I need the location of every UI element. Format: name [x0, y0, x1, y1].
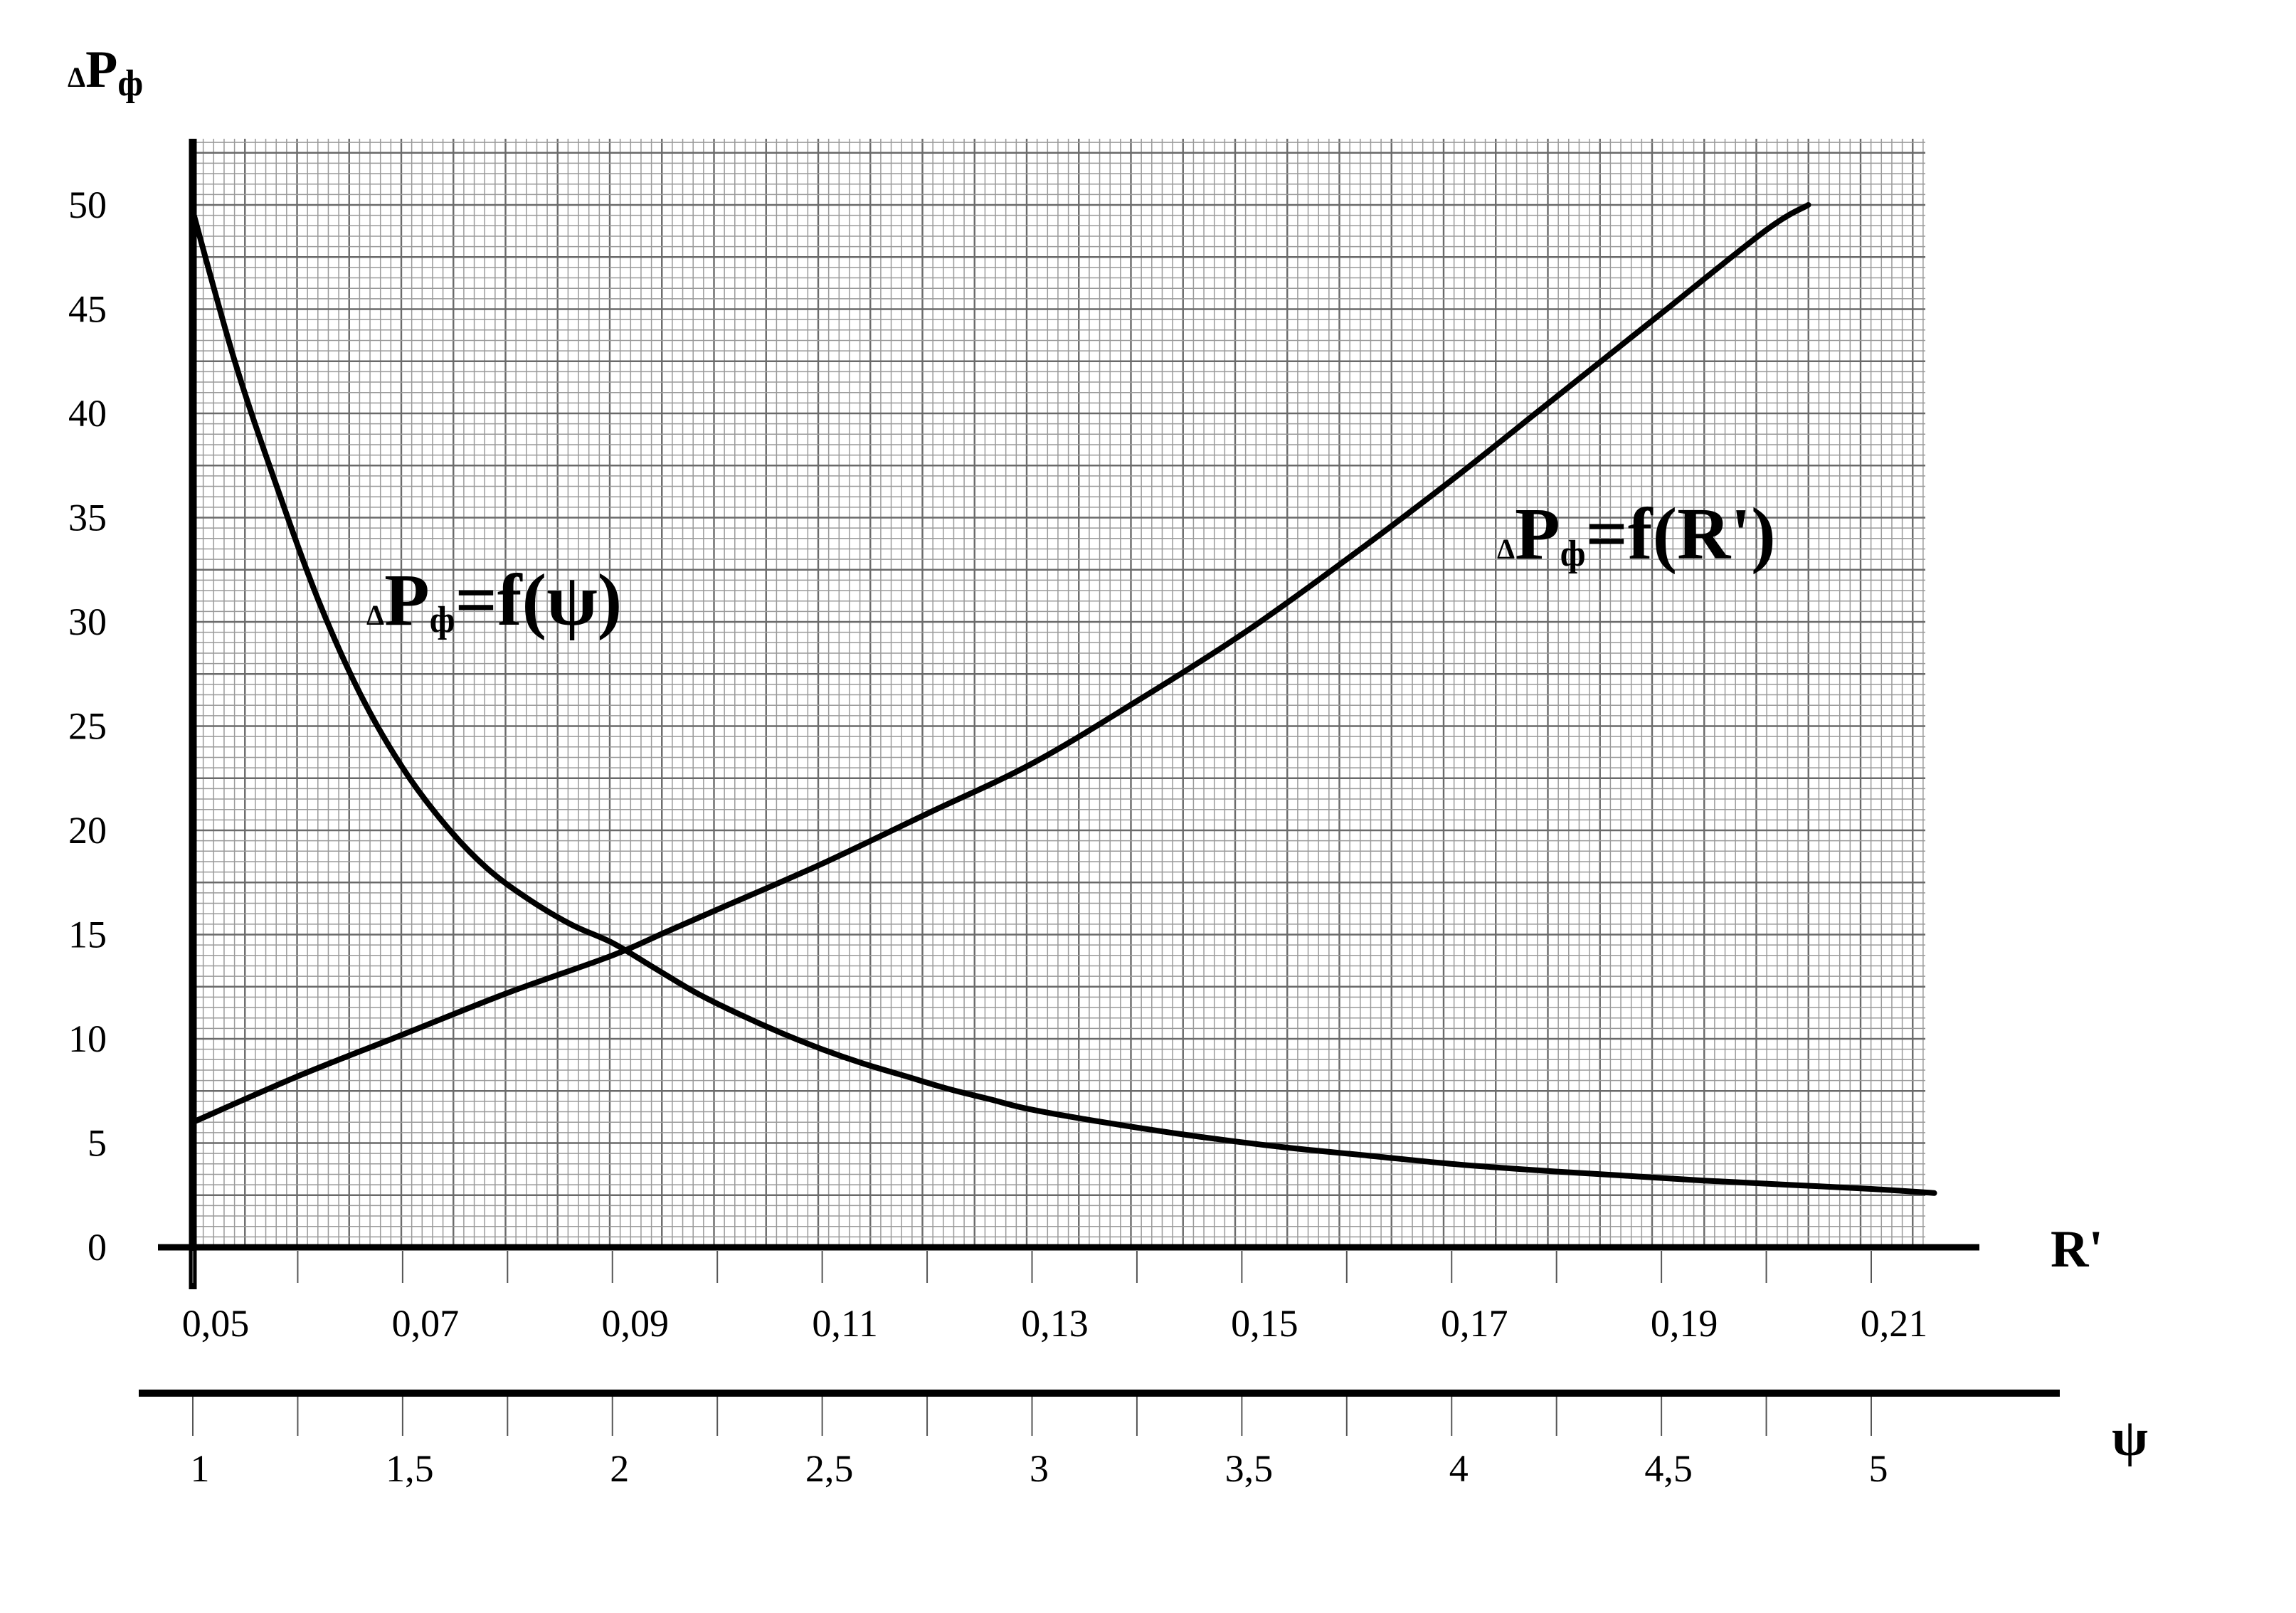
y-tick-label: 40: [68, 392, 107, 435]
x-bottom-tick-label: 4: [1449, 1447, 1469, 1490]
x-bottom-tick-label: 2: [610, 1447, 629, 1490]
x-top-tick-label: 0,15: [1231, 1302, 1298, 1345]
x-top-tick-label: 0,13: [1021, 1302, 1089, 1345]
y-tick-label: 50: [68, 184, 107, 226]
grid: [191, 139, 1925, 1249]
y-tick-label: 0: [88, 1226, 107, 1269]
x-top-tick-label: 0,21: [1861, 1302, 1928, 1345]
axes: [139, 139, 2060, 1436]
x-top-tick-label: 0,17: [1441, 1302, 1508, 1345]
x-bottom-tick-label: 5: [1869, 1447, 1888, 1490]
series-label-r-main: P: [1515, 493, 1560, 575]
series-label-psi-rest: =f(ψ): [455, 559, 623, 641]
series-label-psi: ΔPф=f(ψ): [366, 559, 622, 641]
series-line-psi: [190, 208, 1937, 1196]
x-bottom-tick-label: 3,5: [1225, 1447, 1274, 1490]
y-tick-label: 5: [88, 1122, 107, 1165]
x-axis-label-top: R': [2051, 1220, 2103, 1279]
y-tick-label: 25: [68, 705, 107, 748]
y-tick-label: 35: [68, 497, 107, 539]
x-bottom-tick-label: 2,5: [805, 1447, 854, 1490]
series-label-r: ΔPф=f(R'): [1497, 493, 1776, 575]
y-tick-label: 15: [68, 914, 107, 956]
x-top-tick-label: 0,09: [602, 1302, 670, 1345]
series-line-r: [190, 202, 1811, 1126]
series-label-psi-main: P: [384, 559, 430, 641]
series-label-r-sub: ф: [1560, 534, 1586, 574]
y-axis-label-prefix: Δ: [68, 61, 85, 93]
series-label-psi-prefix: Δ: [366, 599, 384, 631]
x-axis-label-bottom: ψ: [2112, 1409, 2148, 1467]
y-axis-label-sub: ф: [117, 63, 143, 104]
series-label-psi-sub: ф: [430, 600, 455, 640]
y-tick-label: 45: [68, 288, 107, 331]
x-bottom-tick-label: 4,5: [1644, 1447, 1693, 1490]
y-tick-label: 20: [68, 809, 107, 852]
x-bottom-tick-label: 1: [191, 1447, 210, 1490]
x-bottom-tick-label: 3: [1030, 1447, 1049, 1490]
series-group: [190, 202, 1937, 1196]
x-bottom-tick-label: 1,5: [386, 1447, 434, 1490]
series-label-r-prefix: Δ: [1497, 533, 1515, 565]
series-label-r-rest: =f(R'): [1586, 493, 1776, 575]
y-tick-label: 30: [68, 601, 107, 643]
x-top-tick-label: 0,05: [182, 1302, 250, 1345]
x-top-tick-label: 0,07: [392, 1302, 460, 1345]
x-top-tick-label: 0,19: [1651, 1302, 1718, 1345]
x-top-tick-label: 0,11: [812, 1302, 878, 1345]
y-axis-label: ΔPф: [68, 41, 143, 104]
y-axis-label-main: P: [85, 41, 117, 99]
y-tick-label: 10: [68, 1017, 107, 1060]
